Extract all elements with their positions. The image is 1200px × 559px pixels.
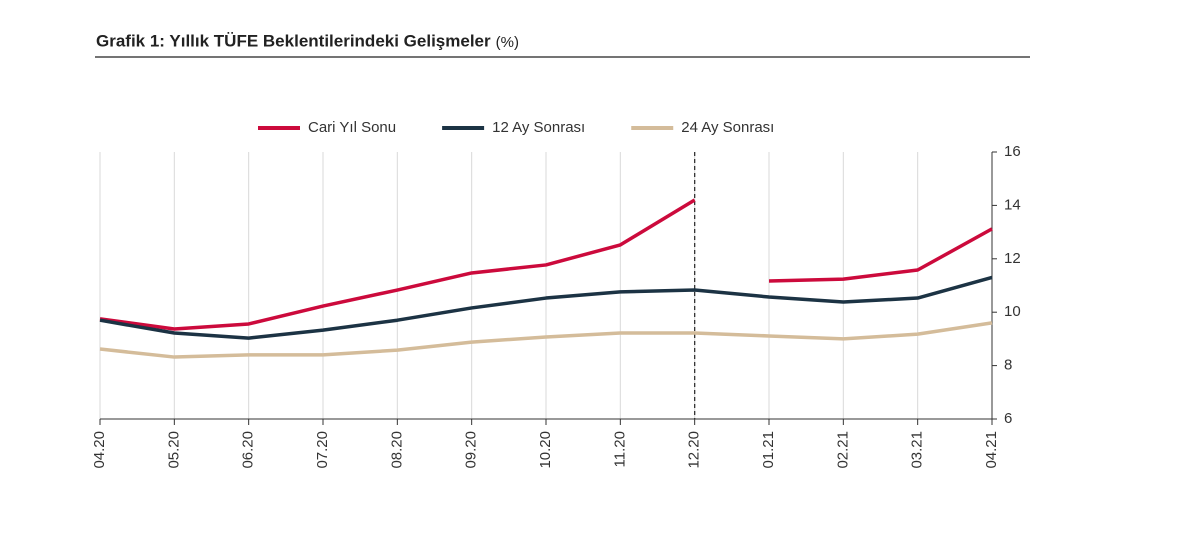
y-tick-label: 6: [1004, 410, 1012, 427]
x-tick-label: 10.20: [537, 431, 554, 469]
series-line: [99, 198, 696, 331]
x-tick-label: 05.20: [165, 431, 182, 469]
x-tick-label: 07.20: [314, 431, 331, 469]
y-tick-label: 14: [1004, 196, 1021, 213]
chart-subtitle: (%): [496, 34, 519, 51]
series-line: [768, 227, 993, 283]
x-tick-label: 02.21: [834, 431, 851, 469]
y-tick-label: 16: [1004, 143, 1021, 160]
x-tick-label: 12.20: [686, 431, 703, 469]
x-tick-label: 03.21: [909, 431, 926, 469]
x-tick-label: 04.20: [91, 431, 108, 469]
y-tick-label: 12: [1004, 250, 1021, 267]
x-tick-label: 04.21: [983, 431, 1000, 469]
x-tick-label: 11.20: [611, 431, 628, 467]
x-tick-label: 09.20: [463, 431, 480, 469]
legend-label: Cari Yıl Sonu: [308, 119, 396, 136]
x-tick-label: 01.21: [760, 431, 777, 469]
chart-title: Grafik 1: Yıllık TÜFE Beklentilerindeki …: [96, 31, 491, 50]
legend-label: 24 Ay Sonrası: [681, 119, 774, 136]
y-tick-label: 10: [1004, 303, 1021, 320]
y-tick-label: 8: [1004, 357, 1012, 374]
x-tick-label: 08.20: [388, 431, 405, 469]
legend-label: 12 Ay Sonrası: [492, 119, 585, 136]
series-line: [99, 275, 993, 340]
series-line: [99, 321, 993, 359]
x-tick-label: 06.20: [240, 431, 257, 469]
